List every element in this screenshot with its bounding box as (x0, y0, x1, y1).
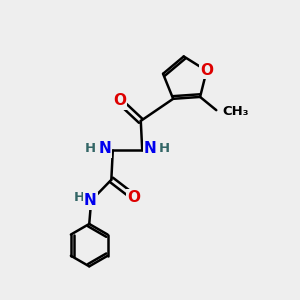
Text: H: H (159, 142, 170, 155)
Text: H: H (74, 191, 85, 204)
Text: O: O (128, 190, 140, 205)
Text: H: H (85, 142, 96, 155)
Text: CH₃: CH₃ (222, 105, 249, 118)
Text: O: O (113, 93, 126, 108)
Text: N: N (98, 141, 111, 156)
Text: N: N (144, 141, 157, 156)
Text: N: N (84, 194, 97, 208)
Text: O: O (200, 63, 213, 78)
